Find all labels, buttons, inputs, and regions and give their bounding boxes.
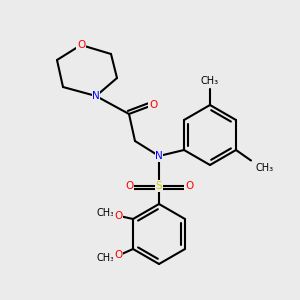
Text: CH₃: CH₃ bbox=[256, 163, 274, 173]
Text: O: O bbox=[125, 181, 133, 191]
Text: N: N bbox=[155, 151, 163, 161]
Text: O: O bbox=[114, 211, 122, 221]
Text: O: O bbox=[114, 250, 122, 260]
Text: O: O bbox=[149, 100, 157, 110]
Text: O: O bbox=[185, 181, 193, 191]
Text: N: N bbox=[92, 91, 100, 101]
Text: S: S bbox=[156, 181, 162, 191]
Text: CH₃: CH₃ bbox=[201, 76, 219, 86]
Text: O: O bbox=[77, 40, 85, 50]
Text: CH₃: CH₃ bbox=[97, 253, 115, 263]
Text: CH₃: CH₃ bbox=[97, 208, 115, 218]
